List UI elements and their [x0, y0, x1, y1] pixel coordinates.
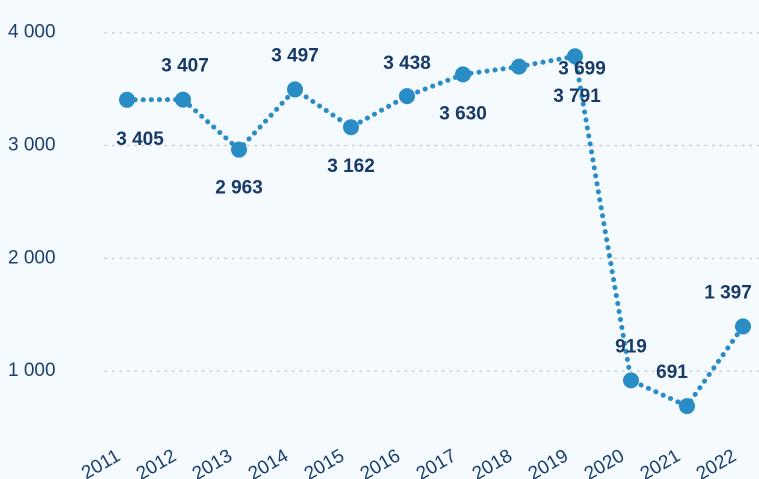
x-tick-label: 2013: [189, 445, 236, 479]
point: [175, 91, 191, 108]
x-tick-label: 2015: [301, 445, 348, 479]
point: [679, 398, 695, 415]
point: [399, 88, 415, 105]
line: [124, 53, 746, 410]
point: [455, 66, 471, 83]
x-tick-label: 2019: [525, 445, 572, 479]
x-tick-label: 2017: [413, 445, 460, 479]
value-label: 3 630: [439, 103, 487, 124]
y-tick-label: 4 000: [8, 22, 56, 43]
y-tick-label: 1 000: [8, 360, 56, 381]
y-tick-label: 2 000: [8, 247, 56, 268]
value-label: 691: [656, 362, 688, 383]
point: [735, 318, 751, 335]
point: [119, 91, 135, 108]
point: [567, 48, 583, 65]
value-label: 3 405: [116, 129, 164, 150]
x-tick-label: 2011: [78, 445, 124, 479]
x-tick-label: 2016: [357, 445, 404, 479]
point: [511, 58, 527, 75]
value-label: 3 699: [558, 59, 606, 80]
value-label: 919: [615, 336, 647, 357]
value-label: 2 963: [215, 178, 263, 199]
value-label: 3 438: [383, 53, 431, 74]
x-tick-label: 2022: [693, 445, 740, 479]
x-tick-label: 2012: [133, 445, 180, 479]
value-label: 1 397: [704, 282, 752, 303]
x-tick-label: 2020: [581, 445, 628, 479]
x-tick-label: 2014: [245, 445, 292, 479]
y-tick-label: 3 000: [8, 135, 56, 156]
point: [231, 141, 247, 158]
value-label: 3 791: [553, 86, 601, 107]
point: [623, 372, 639, 389]
x-tick-label: 2018: [469, 445, 516, 479]
point: [343, 119, 359, 136]
x-tick-label: 2021: [637, 445, 684, 479]
value-label: 3 497: [271, 45, 319, 66]
value-label: 3 162: [327, 156, 375, 177]
point: [287, 81, 303, 98]
value-label: 3 407: [161, 56, 209, 77]
